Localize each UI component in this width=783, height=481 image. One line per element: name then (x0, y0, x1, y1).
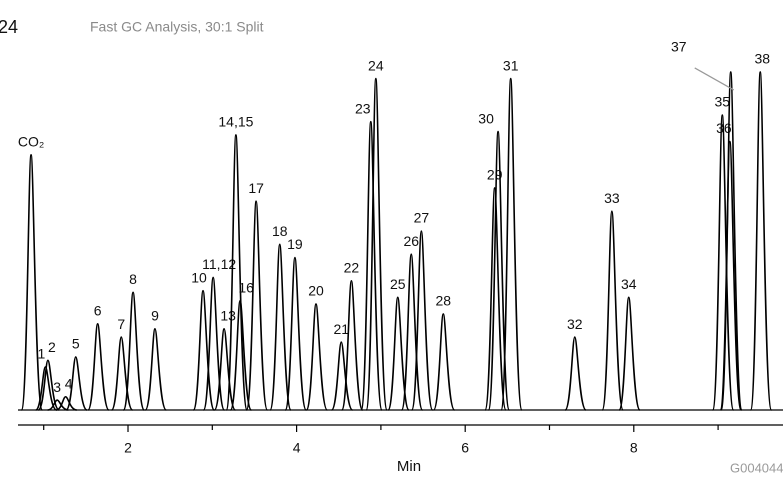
peak (269, 243, 292, 411)
peak (564, 336, 587, 411)
peak (55, 395, 78, 411)
peak-label: 29 (487, 167, 503, 183)
peak-label: 2 (48, 339, 56, 355)
peak (225, 134, 248, 411)
peak-label: 26 (403, 233, 419, 249)
peak-label: 4 (65, 375, 73, 391)
peak (245, 200, 269, 411)
peak-label: 24 (368, 57, 384, 73)
chart-title: Fast GC Analysis, 30:1 Split (90, 19, 264, 35)
figure-code: G004044 (730, 460, 783, 475)
x-tick-label: 4 (293, 440, 301, 456)
peak-label: 27 (414, 210, 430, 226)
peak-label: 36 (716, 120, 732, 136)
peak-label: 32 (567, 316, 583, 332)
peak (360, 120, 383, 411)
peak (601, 210, 624, 411)
peak (711, 114, 735, 411)
peak-label: 5 (72, 336, 80, 352)
peak-label: 21 (333, 321, 349, 337)
peak (365, 77, 388, 411)
peak (330, 341, 354, 411)
peak (618, 296, 641, 411)
x-tick-label: 6 (461, 440, 469, 456)
peak (284, 256, 307, 411)
peak-label: 17 (248, 180, 264, 196)
peak-label: 28 (435, 293, 451, 309)
peak (35, 366, 58, 411)
x-tick-label: 2 (124, 440, 132, 456)
peak (500, 77, 523, 411)
peak-label: 31 (503, 57, 519, 73)
peak (37, 359, 60, 411)
peak-label: 35 (715, 94, 731, 110)
peak (749, 71, 773, 411)
peak-label: 10 (191, 269, 207, 285)
peak-label: 34 (621, 276, 637, 292)
peak-label: 37 (671, 39, 687, 55)
peak (410, 230, 434, 411)
peak-label: CO₂ (18, 134, 44, 150)
peak-label: 6 (94, 303, 102, 319)
peak (387, 296, 410, 411)
peak (122, 291, 146, 411)
peak (20, 154, 44, 411)
peak (47, 399, 69, 411)
peak (484, 187, 507, 411)
peak-label: 1 (37, 346, 45, 362)
peak-label: 9 (151, 308, 159, 324)
peak (487, 130, 511, 411)
peak-label: 7 (117, 316, 125, 332)
peak-label: 20 (308, 283, 324, 299)
peak (229, 299, 253, 411)
peak-label: 19 (287, 236, 303, 252)
peak-label: 38 (754, 51, 770, 67)
peak-label: 30 (478, 110, 494, 126)
peak (341, 279, 364, 411)
peak (432, 313, 456, 411)
peak-label: 22 (344, 259, 360, 275)
peak-label: 25 (390, 276, 406, 292)
peak-label: 8 (129, 271, 137, 287)
x-tick-label: 8 (630, 440, 638, 456)
peak-label: 14,15 (218, 114, 253, 130)
peak (144, 328, 167, 411)
label-leader (694, 67, 735, 91)
peak-label: 16 (238, 279, 254, 295)
peak (305, 303, 328, 411)
peak (192, 289, 216, 411)
peak (400, 253, 424, 411)
peak (65, 356, 88, 411)
peak (213, 328, 237, 411)
figure-number: 24 (0, 17, 18, 37)
peak (720, 71, 743, 411)
peak (87, 323, 110, 411)
peak-label: 33 (604, 190, 620, 206)
x-axis-label: Min (397, 458, 421, 475)
peak-label: 11,12 (202, 256, 236, 272)
peak-label: 18 (272, 223, 288, 239)
peak-label: 13 (220, 308, 236, 324)
peak-label: 3 (53, 379, 61, 395)
peak-label: 23 (355, 100, 371, 116)
